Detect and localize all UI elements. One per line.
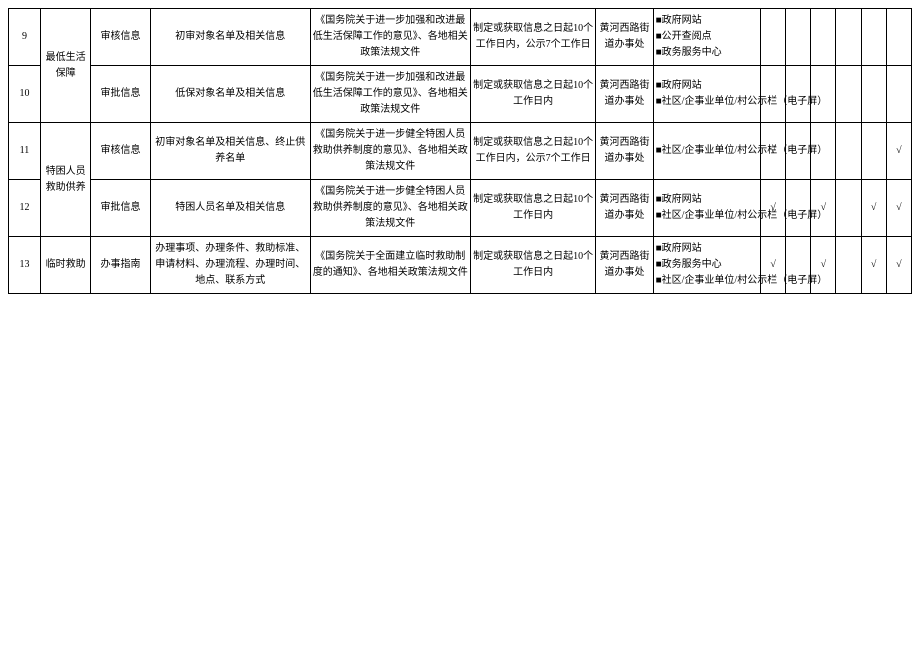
cell-mark bbox=[836, 237, 861, 294]
cell-channel: ■社区/企事业单位/村公示栏（电子屏） bbox=[653, 123, 760, 180]
cell-category: 最低生活保障 bbox=[41, 9, 91, 123]
cell-type: 审核信息 bbox=[91, 9, 150, 66]
cell-time: 制定或获取信息之日起10个工作日内，公示7个工作日 bbox=[470, 123, 596, 180]
cell-type: 审批信息 bbox=[91, 180, 150, 237]
cell-content: 特困人员名单及相关信息 bbox=[150, 180, 310, 237]
cell-mark: √ bbox=[886, 123, 911, 180]
cell-category: 特困人员救助供养 bbox=[41, 123, 91, 237]
cell-mark bbox=[861, 9, 886, 66]
cell-org: 黄河西路街道办事处 bbox=[596, 123, 653, 180]
cell-index: 10 bbox=[9, 66, 41, 123]
cell-basis: 《国务院关于进一步加强和改进最低生活保障工作的意见》、各地相关政策法规文件 bbox=[310, 66, 470, 123]
table-row: 10 审批信息 低保对象名单及相关信息 《国务院关于进一步加强和改进最低生活保障… bbox=[9, 66, 912, 123]
cell-basis: 《国务院关于进一步健全特困人员救助供养制度的意见》、各地相关政策法规文件 bbox=[310, 180, 470, 237]
cell-mark bbox=[836, 180, 861, 237]
table-row: 11 特困人员救助供养 审核信息 初审对象名单及相关信息、终止供养名单 《国务院… bbox=[9, 123, 912, 180]
cell-mark bbox=[836, 9, 861, 66]
cell-channel: ■政府网站 ■社区/企事业单位/村公示栏（电子屏） bbox=[653, 180, 760, 237]
cell-mark bbox=[761, 9, 786, 66]
cell-basis: 《国务院关于进一步加强和改进最低生活保障工作的意见》、各地相关政策法规文件 bbox=[310, 9, 470, 66]
cell-mark bbox=[836, 123, 861, 180]
cell-mark: √ bbox=[861, 237, 886, 294]
cell-mark bbox=[861, 66, 886, 123]
cell-category: 临时救助 bbox=[41, 237, 91, 294]
cell-content: 低保对象名单及相关信息 bbox=[150, 66, 310, 123]
cell-mark bbox=[761, 66, 786, 123]
cell-mark bbox=[861, 123, 886, 180]
cell-content: 办理事项、办理条件、救助标准、申请材料、办理流程、办理时间、地点、联系方式 bbox=[150, 237, 310, 294]
cell-mark bbox=[886, 9, 911, 66]
cell-org: 黄河西路街道办事处 bbox=[596, 237, 653, 294]
cell-basis: 《国务院关于全面建立临时救助制度的通知》、各地相关政策法规文件 bbox=[310, 237, 470, 294]
cell-channel: ■政府网站 ■公开查阅点 ■政务服务中心 bbox=[653, 9, 760, 66]
cell-mark bbox=[786, 66, 811, 123]
cell-time: 制定或获取信息之日起10个工作日内 bbox=[470, 66, 596, 123]
cell-content: 初审对象名单及相关信息 bbox=[150, 9, 310, 66]
cell-mark: √ bbox=[861, 180, 886, 237]
table-row: 9 最低生活保障 审核信息 初审对象名单及相关信息 《国务院关于进一步加强和改进… bbox=[9, 9, 912, 66]
cell-mark bbox=[886, 66, 911, 123]
cell-index: 12 bbox=[9, 180, 41, 237]
cell-index: 9 bbox=[9, 9, 41, 66]
cell-mark bbox=[836, 66, 861, 123]
cell-mark: √ bbox=[761, 180, 786, 237]
cell-type: 办事指南 bbox=[91, 237, 150, 294]
cell-channel: ■政府网站 ■政务服务中心 ■社区/企事业单位/村公示栏（电子屏） bbox=[653, 237, 760, 294]
cell-type: 审核信息 bbox=[91, 123, 150, 180]
cell-org: 黄河西路街道办事处 bbox=[596, 180, 653, 237]
cell-org: 黄河西路街道办事处 bbox=[596, 66, 653, 123]
cell-mark bbox=[811, 66, 836, 123]
cell-mark: √ bbox=[886, 237, 911, 294]
cell-mark bbox=[811, 9, 836, 66]
cell-mark: √ bbox=[886, 180, 911, 237]
cell-channel: ■政府网站 ■社区/企事业单位/村公示栏（电子屏） bbox=[653, 66, 760, 123]
cell-type: 审批信息 bbox=[91, 66, 150, 123]
cell-index: 11 bbox=[9, 123, 41, 180]
cell-content: 初审对象名单及相关信息、终止供养名单 bbox=[150, 123, 310, 180]
cell-mark bbox=[786, 180, 811, 237]
cell-index: 13 bbox=[9, 237, 41, 294]
cell-mark bbox=[786, 9, 811, 66]
cell-mark: √ bbox=[811, 180, 836, 237]
cell-time: 制定或获取信息之日起10个工作日内，公示7个工作日 bbox=[470, 9, 596, 66]
table-row: 13 临时救助 办事指南 办理事项、办理条件、救助标准、申请材料、办理流程、办理… bbox=[9, 237, 912, 294]
cell-basis: 《国务院关于进一步健全特困人员救助供养制度的意见》、各地相关政策法规文件 bbox=[310, 123, 470, 180]
cell-time: 制定或获取信息之日起10个工作日内 bbox=[470, 237, 596, 294]
table-row: 12 审批信息 特困人员名单及相关信息 《国务院关于进一步健全特困人员救助供养制… bbox=[9, 180, 912, 237]
disclosure-table: 9 最低生活保障 审核信息 初审对象名单及相关信息 《国务院关于进一步加强和改进… bbox=[8, 8, 912, 294]
cell-time: 制定或获取信息之日起10个工作日内 bbox=[470, 180, 596, 237]
cell-org: 黄河西路街道办事处 bbox=[596, 9, 653, 66]
